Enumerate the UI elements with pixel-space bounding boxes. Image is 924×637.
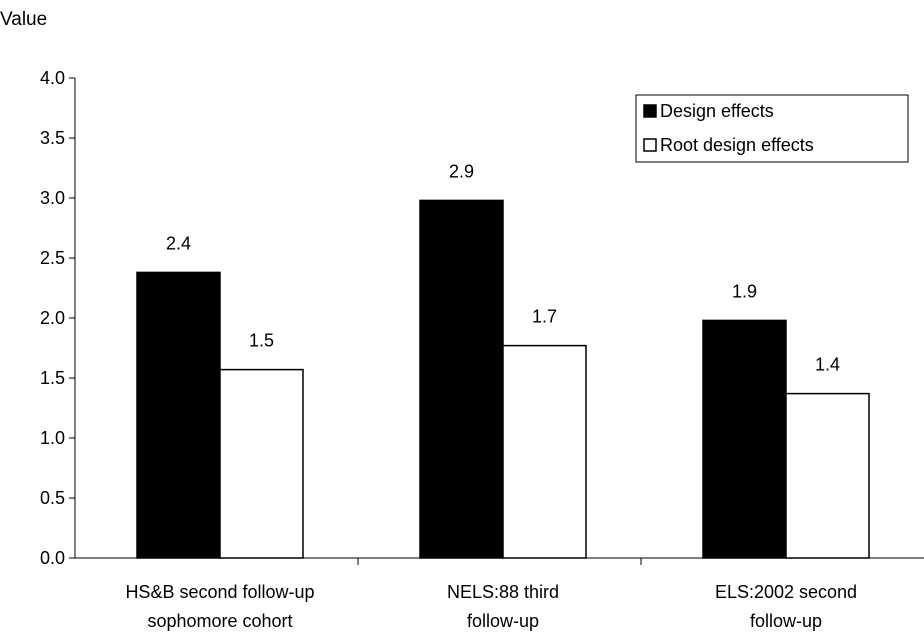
category-labels: HS&B second follow-up sophomore cohort NEL… [125, 582, 857, 631]
data-labels: 2.4 2.9 1.9 1.5 1.7 1.4 [166, 161, 840, 374]
y-tick-label: 2.5 [40, 248, 65, 268]
category-label: follow-up [750, 611, 822, 631]
bar-design-effect [702, 319, 787, 559]
data-label: 1.4 [815, 355, 840, 375]
data-label: 1.9 [732, 281, 757, 301]
y-tick-label: 0.5 [40, 488, 65, 508]
category-label: ELS:2002 second [715, 582, 857, 602]
legend-label: Root design effects [660, 135, 814, 155]
data-label: 1.7 [532, 307, 557, 327]
bars [136, 199, 870, 559]
bar-design-effect [136, 271, 221, 559]
bar-root-design-effect [219, 368, 304, 559]
y-axis-label: Value [0, 9, 47, 30]
y-tick-label: 3.5 [40, 128, 65, 148]
y-tick-label: 2.0 [40, 308, 65, 328]
y-tick-label: 1.0 [40, 428, 65, 448]
y-tick-label: 4.0 [40, 68, 65, 88]
legend-swatch [643, 104, 657, 118]
category-label: HS&B second follow-up [125, 582, 314, 602]
category-label: NELS:88 third [447, 582, 559, 602]
category-label: follow-up [467, 611, 539, 631]
bar-root-design-effect [502, 344, 587, 559]
legend-box [635, 94, 909, 163]
category-label: sophomore cohort [147, 611, 292, 631]
data-label: 2.9 [449, 161, 474, 181]
data-label: 2.4 [166, 233, 191, 253]
legend-label: Design effects [660, 101, 774, 121]
legend: Design effects Root design effects [635, 94, 909, 163]
bar-root-design-effect [785, 392, 870, 559]
data-label: 1.5 [249, 331, 274, 351]
bar-design-effect [419, 199, 504, 559]
y-tick-label: 1.5 [40, 368, 65, 388]
legend-swatch [643, 138, 657, 152]
x-axis [75, 557, 924, 565]
y-axis: 0.0 0.5 1.0 1.5 2.0 2.5 3.0 3.5 4.0 [40, 68, 76, 568]
y-tick-label: 0.0 [40, 548, 65, 568]
y-tick-label: 3.0 [40, 188, 65, 208]
